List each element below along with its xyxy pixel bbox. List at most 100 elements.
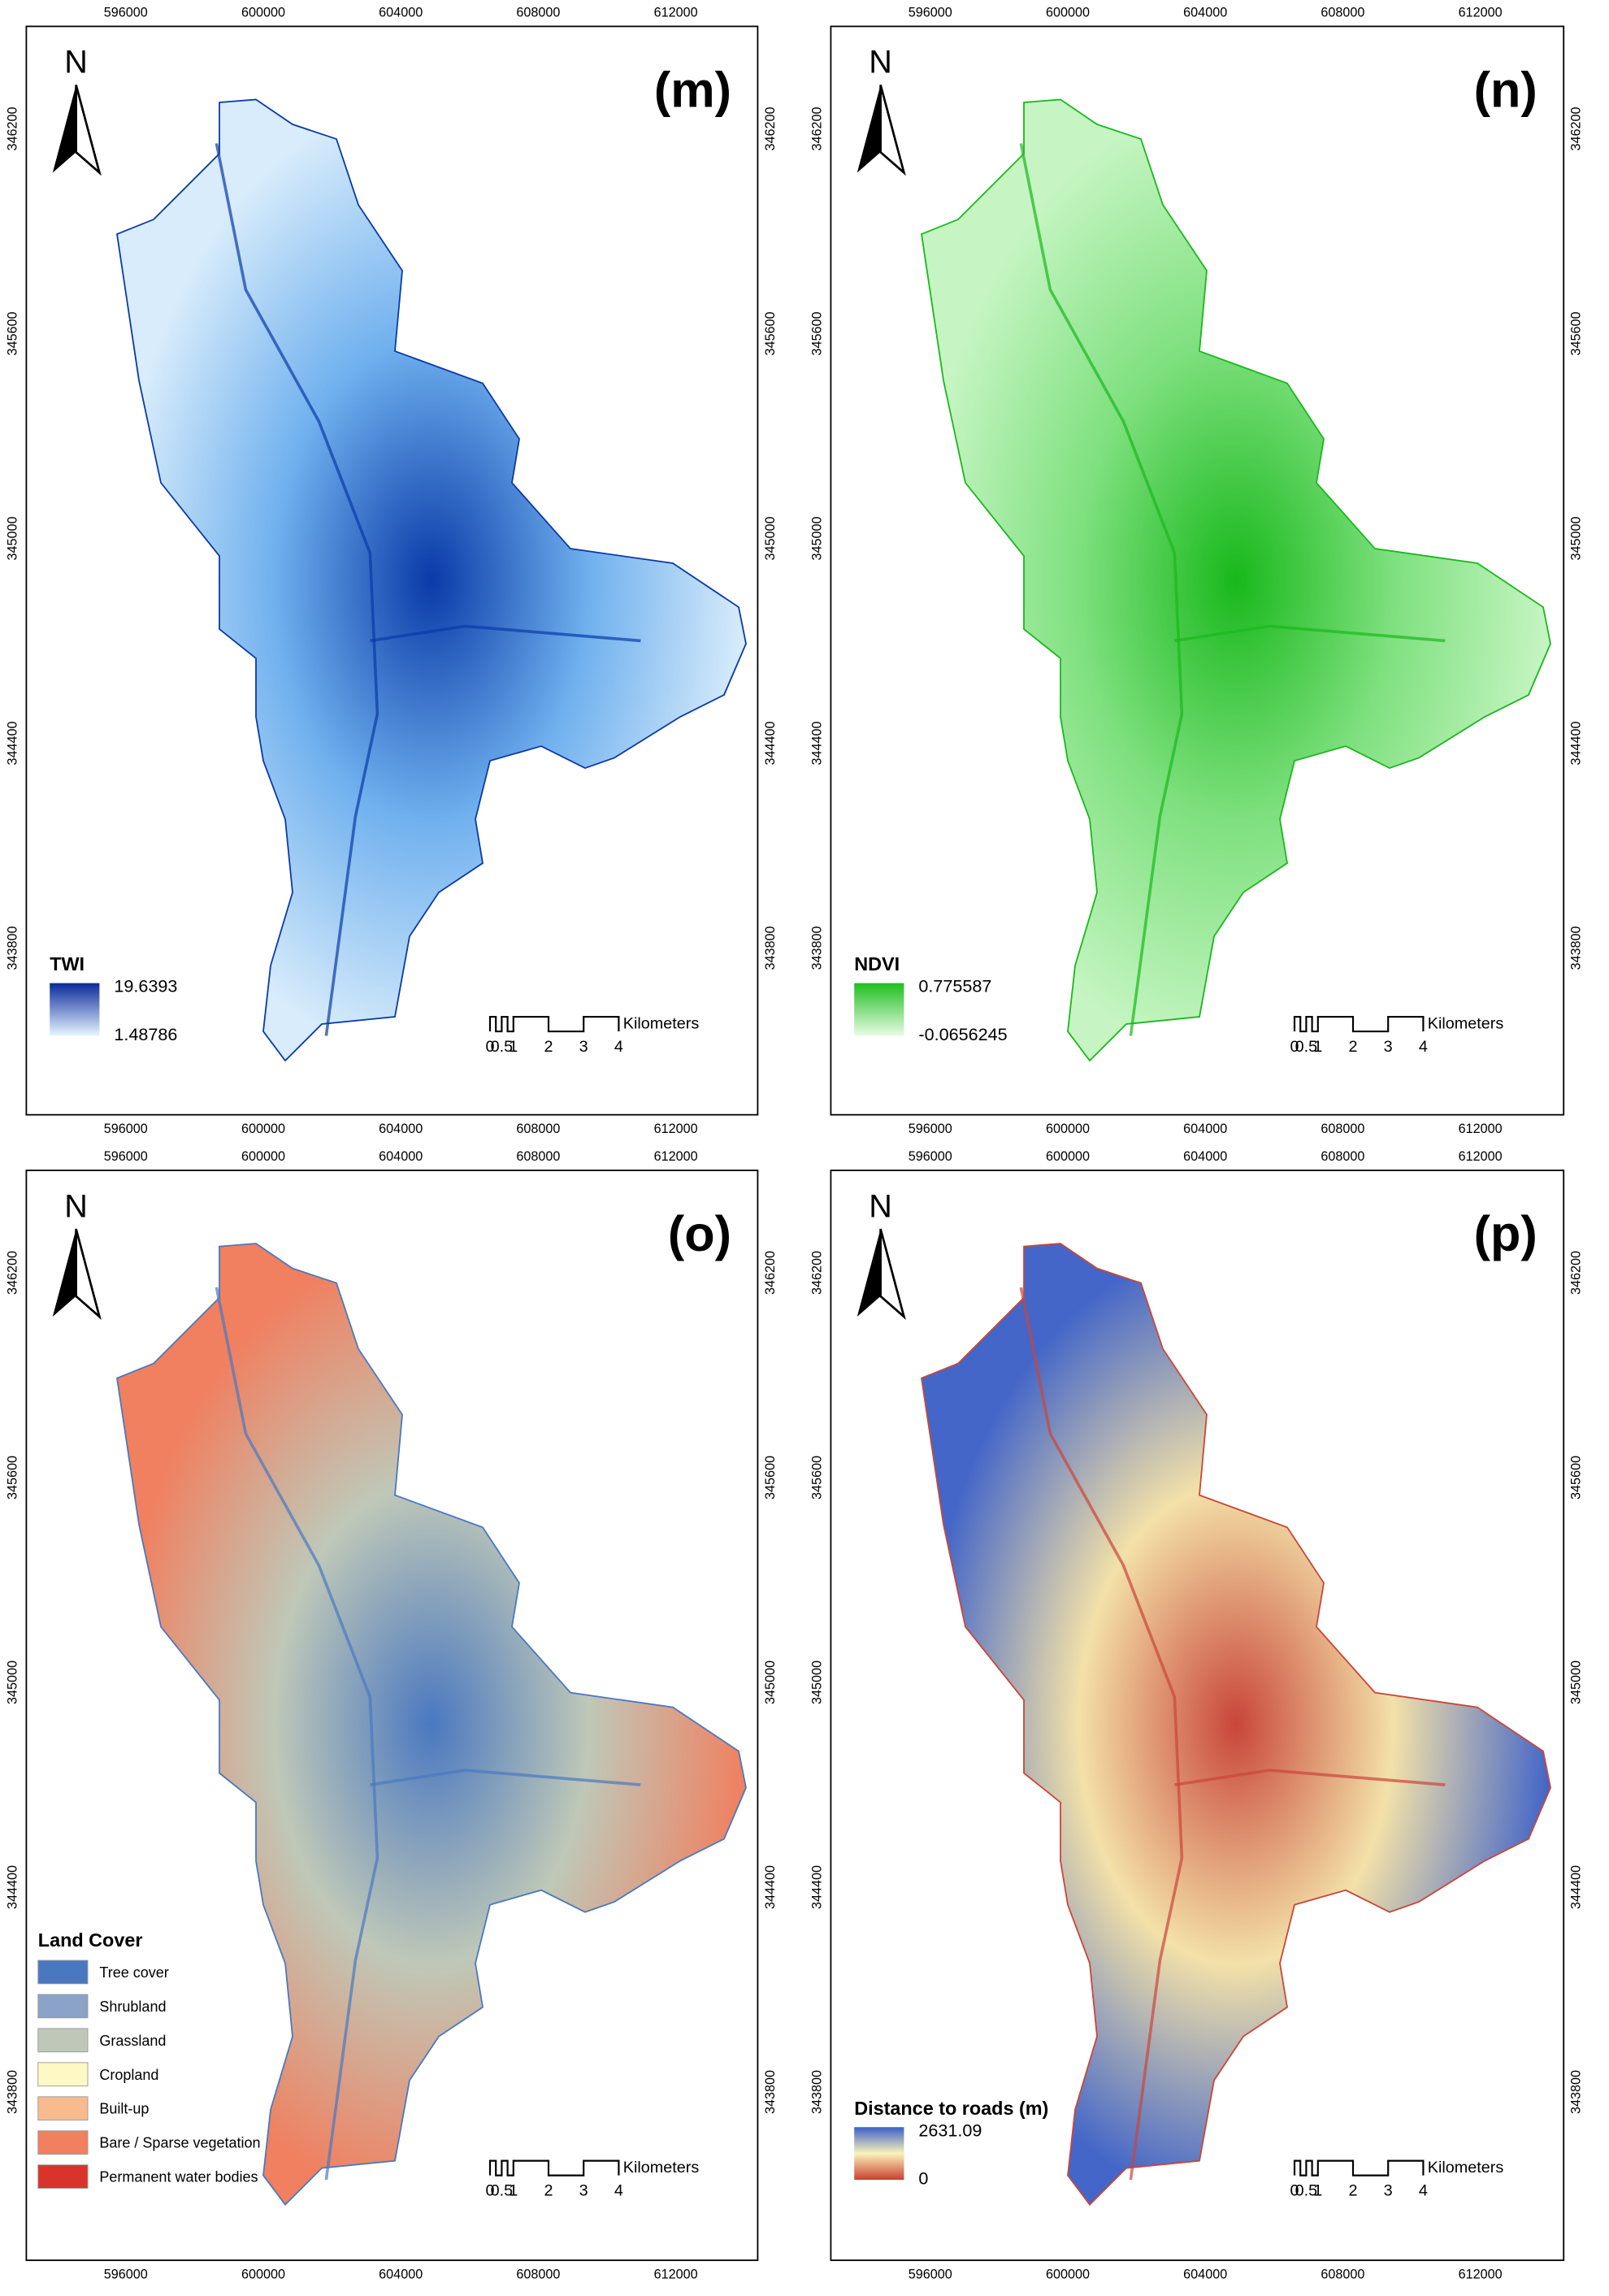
x-tick-label: 596000 [104, 6, 148, 20]
legend-label: Shrubland [99, 1999, 166, 2015]
drainage [1019, 143, 1184, 1036]
x-tick-label: 604000 [379, 6, 423, 20]
x-tick-label: 608000 [1321, 6, 1364, 20]
drainage [1019, 1287, 1184, 2181]
legend-min: -0.0656245 [918, 1024, 1007, 1044]
scale-label: 1 [509, 1038, 518, 1056]
legend-ramp [50, 983, 100, 1036]
y-tick-label: 344400 [5, 721, 20, 765]
x-tick-label: 600000 [241, 1122, 285, 1136]
x-tick-label: 600000 [1046, 2267, 1090, 2281]
north-label: N [869, 45, 892, 80]
x-tick-label: 600000 [1046, 1149, 1090, 1164]
y-tick-label: 343800 [1569, 926, 1584, 970]
scale-label: 3 [579, 1038, 588, 1056]
north-label: N [64, 45, 88, 80]
x-tick-label: 608000 [516, 1122, 560, 1136]
y-tick-label: 344400 [809, 1865, 824, 1909]
x-tick-label: 596000 [909, 2267, 952, 2281]
north-arrow [879, 1228, 906, 1320]
y-tick-label: 345000 [1569, 1660, 1584, 1704]
legend-swatch [37, 2096, 89, 2121]
north-arrow [52, 85, 76, 173]
scale-bar [1293, 2159, 1425, 2177]
panel-label: (n) [1474, 62, 1537, 117]
scale-label: 2 [1348, 1038, 1357, 1056]
scale-label: 4 [1419, 1038, 1428, 1056]
legend-max: 2631.09 [918, 2120, 982, 2140]
north-arrow [879, 85, 906, 176]
scale-label: 0 [485, 1038, 494, 1056]
y-tick-label: 346200 [5, 106, 20, 150]
scale-label: 1 [1313, 1038, 1322, 1056]
north-arrow [857, 1229, 881, 1317]
y-tick-label: 346200 [763, 1251, 778, 1295]
north-arrow [857, 85, 881, 173]
y-tick-label: 345600 [809, 311, 824, 355]
y-tick-label: 345000 [763, 1660, 778, 1704]
legend-label: Bare / Sparse vegetation [99, 2135, 260, 2151]
scale-bar [488, 2159, 620, 2177]
x-tick-label: 596000 [104, 2267, 148, 2281]
y-tick-label: 345000 [809, 516, 824, 560]
map-panel: 596000 596000 600000 600000 604000 604000 6080… [809, 6, 1583, 1136]
y-tick-label: 346200 [1569, 1251, 1584, 1295]
y-tick-label: 346200 [1569, 106, 1584, 150]
legend-max: 0.775587 [918, 976, 991, 996]
x-tick-label: 600000 [1046, 1122, 1090, 1136]
y-tick-label: 345600 [763, 311, 778, 355]
legend-min: 1.48786 [114, 1024, 177, 1044]
y-tick-label: 346200 [809, 1251, 824, 1295]
scale-label: 0.5 [1295, 2182, 1318, 2200]
drainage [215, 143, 379, 1036]
y-tick-label: 345600 [1569, 311, 1584, 355]
north-arrow [52, 1229, 76, 1317]
legend-swatch [37, 2028, 89, 2053]
y-tick-label: 345600 [809, 1456, 824, 1500]
scale-unit: Kilometers [623, 2159, 700, 2177]
y-tick-label: 345000 [5, 1660, 20, 1704]
legend-label: Grassland [99, 2033, 166, 2049]
x-tick-label: 604000 [1183, 2267, 1227, 2281]
scale-label: 2 [1348, 2182, 1357, 2200]
x-tick-label: 612000 [654, 6, 698, 20]
y-tick-label: 345600 [763, 1456, 778, 1500]
legend-label: Permanent water bodies [99, 2169, 258, 2185]
drainage [370, 624, 641, 643]
x-tick-label: 596000 [104, 1122, 148, 1136]
legend-swatch [37, 1960, 89, 1985]
legend-title: TWI [50, 953, 85, 974]
x-tick-label: 604000 [1183, 1149, 1227, 1164]
x-tick-label: 600000 [241, 2267, 285, 2281]
scale-label: 4 [614, 2182, 623, 2200]
y-tick-label: 344400 [763, 721, 778, 765]
legend-title: Distance to roads (m) [854, 2098, 1048, 2119]
y-tick-label: 343800 [1569, 2070, 1584, 2114]
x-tick-label: 600000 [241, 6, 285, 20]
x-tick-label: 612000 [654, 1149, 698, 1164]
x-tick-label: 608000 [1321, 2267, 1364, 2281]
legend-label: Built-up [99, 2101, 149, 2117]
x-tick-label: 608000 [516, 6, 560, 20]
scale-label: 3 [1384, 1038, 1393, 1056]
x-tick-label: 604000 [379, 1122, 423, 1136]
scale-label: 4 [614, 1038, 623, 1056]
y-tick-label: 344400 [1569, 721, 1584, 765]
panel-label: (o) [668, 1206, 731, 1261]
x-tick-label: 608000 [1321, 1122, 1364, 1136]
north-arrow [75, 85, 102, 176]
x-tick-label: 608000 [516, 2267, 560, 2281]
scale-label: 1 [1313, 2182, 1322, 2200]
y-tick-label: 343800 [5, 926, 20, 970]
legend-swatch [37, 1994, 89, 2019]
legend-swatch [37, 2164, 89, 2189]
panel-label: (p) [1474, 1206, 1537, 1261]
x-tick-label: 612000 [1459, 6, 1503, 20]
y-tick-label: 345000 [809, 1660, 824, 1704]
x-tick-label: 596000 [104, 1149, 148, 1164]
y-tick-label: 343800 [763, 2070, 778, 2114]
x-tick-label: 612000 [1459, 1122, 1503, 1136]
drainage [215, 1287, 379, 2181]
